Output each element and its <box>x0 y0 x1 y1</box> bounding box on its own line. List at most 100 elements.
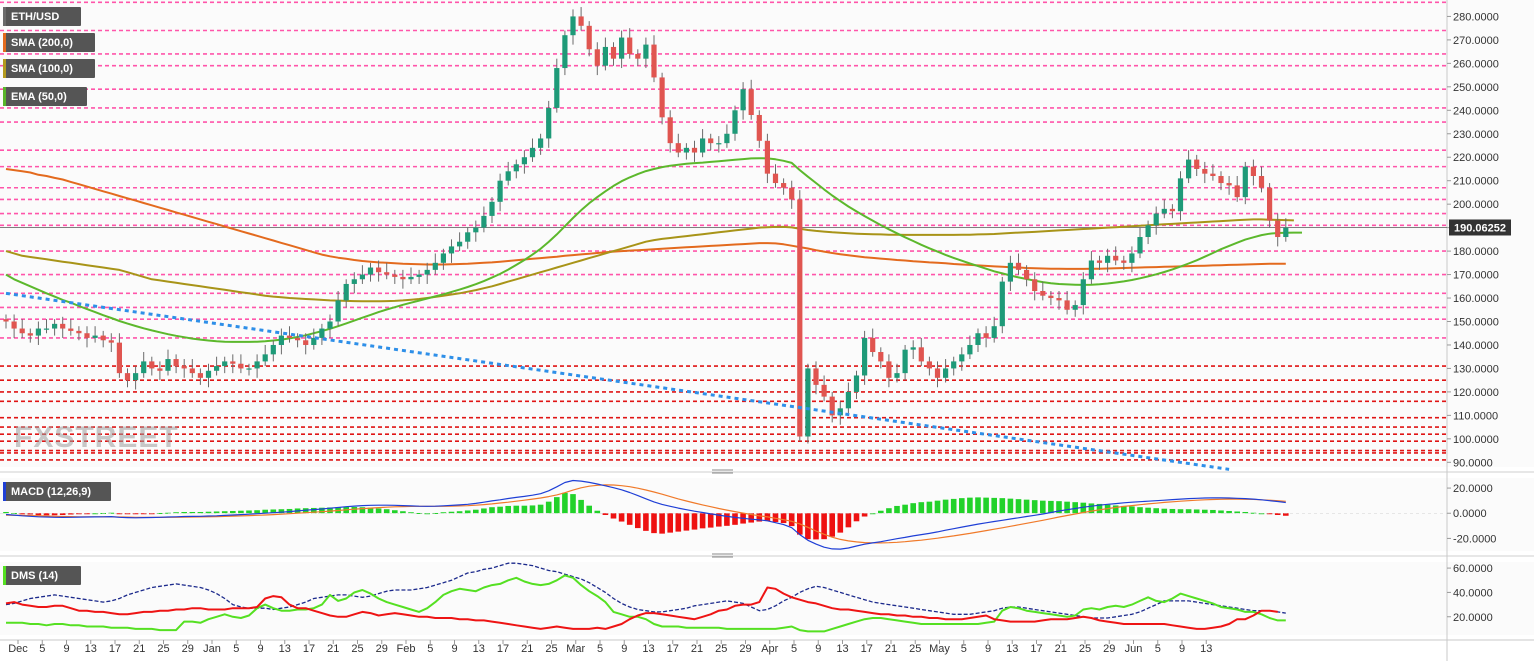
macd-histogram-bar <box>975 497 981 514</box>
candle <box>68 319 74 336</box>
candle <box>756 110 762 148</box>
dms-title[interactable]: DMS (14) <box>3 566 81 585</box>
candle <box>1048 290 1054 306</box>
descending-trendline[interactable] <box>5 291 1230 471</box>
macd-histogram-bar <box>473 509 479 514</box>
candle <box>651 35 657 83</box>
candle <box>262 344 268 367</box>
macd-histogram-bar <box>124 513 131 515</box>
candle <box>554 58 560 113</box>
macd-histogram-bar <box>732 513 738 525</box>
macd-axis-tick-label: -20.0000 <box>1453 533 1496 545</box>
time-axis-label: 5 <box>1155 643 1161 655</box>
macd-histogram-bar <box>238 510 244 514</box>
time-axis-label: 29 <box>739 643 751 655</box>
macd-title[interactable]: MACD (12,26,9) <box>3 482 111 501</box>
dms-axis-tick-label: 60.0000 <box>1453 563 1493 575</box>
macd-histogram-bar <box>675 513 682 532</box>
macd-histogram-bar <box>76 513 82 515</box>
macd-histogram-bar <box>1040 500 1046 514</box>
macd-histogram-bar <box>311 507 317 514</box>
legend-label: SMA (100,0) <box>11 63 73 75</box>
macd-histogram-bar <box>626 513 633 525</box>
legend-item[interactable]: SMA (100,0) <box>3 59 95 78</box>
macd-histogram-bar <box>942 499 949 514</box>
candle <box>1258 166 1265 193</box>
legend-item[interactable]: EMA (50,0) <box>3 87 87 106</box>
macd-axis-tick-label: 0.0000 <box>1453 508 1487 520</box>
time-axis-label: 25 <box>157 643 169 655</box>
candle <box>635 49 641 66</box>
legend-item[interactable]: ETH/USD <box>3 7 81 26</box>
macd-histogram-bar <box>424 513 430 515</box>
candle <box>999 276 1005 334</box>
time-axis-label: 13 <box>279 643 291 655</box>
candle <box>1105 248 1111 273</box>
macd-title-label: MACD (12,26,9) <box>11 486 91 498</box>
candle <box>594 42 600 76</box>
candle <box>1024 265 1030 287</box>
sma200-line <box>5 168 1286 270</box>
time-axis-label: May <box>929 643 950 655</box>
time-axis-label: 25 <box>545 643 557 655</box>
macd-histogram-bar <box>1283 513 1289 516</box>
candle <box>1177 171 1184 221</box>
macd-histogram-bar <box>1185 509 1192 514</box>
macd-histogram-bar <box>837 513 844 533</box>
candle <box>959 347 965 371</box>
pane-0 <box>0 0 1534 467</box>
candle <box>902 344 908 381</box>
candle <box>610 42 617 66</box>
macd-histogram-bar <box>84 513 90 515</box>
macd-histogram-bar <box>643 513 649 531</box>
candle <box>205 363 212 388</box>
candle <box>19 319 25 338</box>
time-axis-label: 13 <box>85 643 97 655</box>
macd-histogram-bar <box>400 511 406 514</box>
time-axis-label: Dec <box>8 643 28 655</box>
candle <box>1234 176 1240 202</box>
legend-item[interactable]: SMA (200,0) <box>3 33 95 52</box>
time-axis-label: 29 <box>1103 643 1115 655</box>
candlesticks <box>3 7 1289 444</box>
last-price-value: 190.06252 <box>1454 222 1506 234</box>
macd-histogram-bar <box>1007 498 1014 514</box>
candle <box>376 260 382 282</box>
candle <box>465 227 471 249</box>
macd-histogram-bar <box>1161 508 1168 514</box>
candle <box>513 159 519 179</box>
macd-histogram-bar <box>967 497 973 514</box>
macd-histogram-bar <box>213 511 220 514</box>
candle <box>934 361 941 388</box>
macd-histogram-bar <box>699 513 706 529</box>
dms-axis-tick-label: 20.0000 <box>1453 612 1493 624</box>
macd-histogram-bar <box>375 508 382 514</box>
candle <box>708 133 714 151</box>
time-axis-label: 9 <box>1179 643 1185 655</box>
macd-axis-tick-label: 20.0000 <box>1453 483 1493 495</box>
candle <box>295 333 301 348</box>
time-axis-label: 21 <box>521 643 533 655</box>
time-axis-label: 17 <box>109 643 121 655</box>
legend-swatch <box>3 566 6 585</box>
macd-histogram-bar <box>359 507 366 514</box>
macd-histogram-bar <box>1202 509 1208 514</box>
candle <box>367 262 374 282</box>
price-axis-tick-label: 270.0000 <box>1453 35 1499 47</box>
last-price-badge: 190.06252 <box>1449 219 1511 236</box>
macd-histogram-bar <box>545 501 552 514</box>
macd-histogram-bar <box>902 504 908 514</box>
macd-histogram-bar <box>610 513 617 519</box>
macd-histogram-bar <box>537 504 544 514</box>
pane-resize-handle[interactable] <box>712 553 733 558</box>
macd-histogram-bar <box>950 498 957 514</box>
macd-histogram-bar <box>230 510 236 514</box>
axes: 280.0000270.0000260.0000250.0000240.0000… <box>8 11 1511 655</box>
time-axis-label: 5 <box>961 643 967 655</box>
macd-histogram-bar <box>748 513 754 523</box>
macd-histogram-bar <box>1266 513 1273 515</box>
ema50-line <box>5 157 1302 343</box>
pane-resize-handle[interactable] <box>712 469 733 474</box>
price-axis-tick-label: 100.0000 <box>1453 434 1499 446</box>
legend: ETH/USD SMA (200,0) SMA (100,0) EMA (50,0) M… <box>3 7 111 585</box>
